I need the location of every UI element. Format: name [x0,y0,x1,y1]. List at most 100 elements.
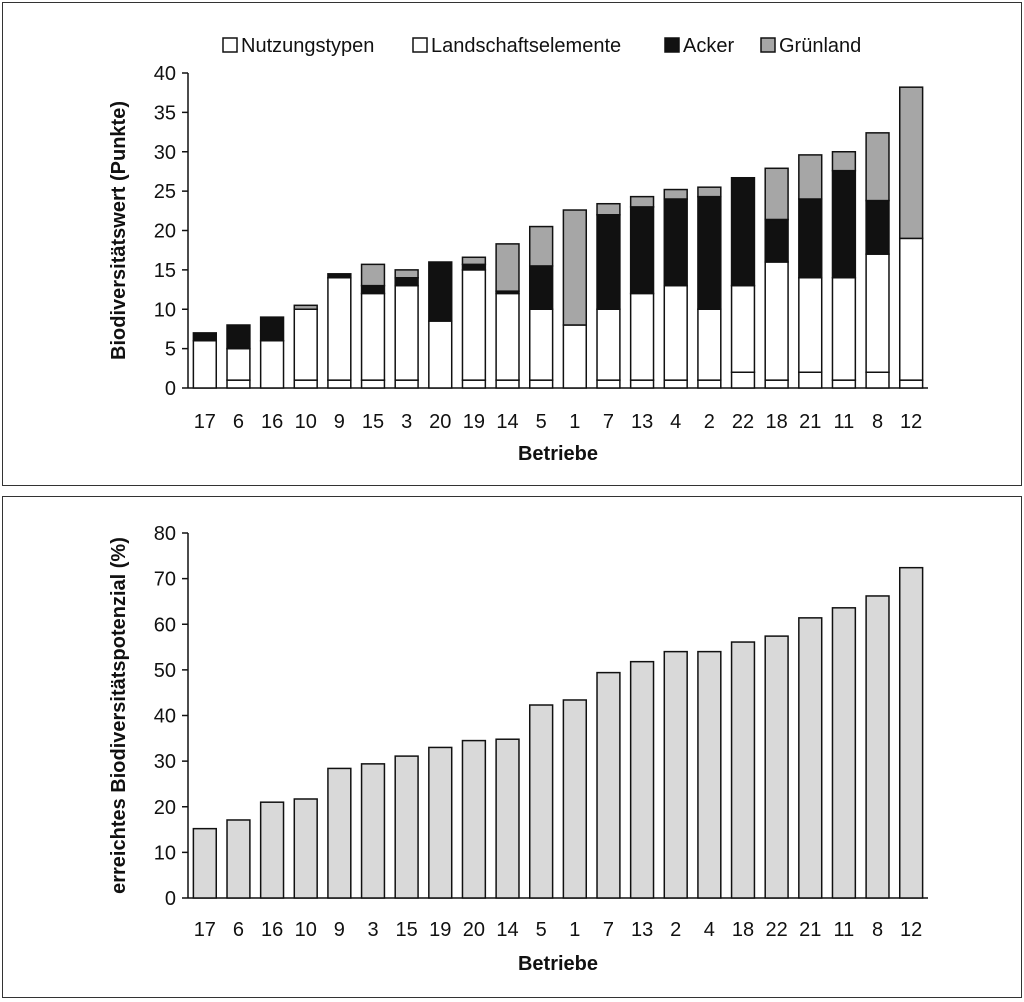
bar-segment-acker [663,198,688,287]
x-tick-label: 9 [334,919,345,941]
bar [293,798,318,899]
bar [226,819,251,899]
x-tick-label: 16 [261,919,283,941]
percentage-bar-chart: 0 10 20 30 40 50 60 70 80 Betriebe erreichtes Biod… [108,523,928,975]
bar-segment-grünland [293,304,318,310]
x-tick-label: 7 [603,411,614,433]
bar-segment-nutzungstypen [394,379,419,389]
bar [898,566,924,899]
x-tick-label: 12 [900,411,922,433]
bar [697,650,722,899]
x-tick-label: 17 [194,411,216,433]
bar [596,671,621,899]
bar [394,755,419,899]
bar-segment-landschaftselemente [764,261,789,381]
x-tick-label: 7 [603,919,614,941]
bar-segment-nutzungstypen [697,379,722,389]
bar-segment-landschaftselemente [495,292,520,381]
bar-segment-landschaftselemente [697,308,722,381]
x-tick-label: 19 [429,919,451,941]
bar-segment-landschaftselemente [730,284,756,373]
y-tick-label: 35 [154,102,176,124]
bar-segment-nutzungstypen [898,379,924,389]
x-tick-label: 14 [496,411,518,433]
bar [528,704,554,899]
bar-segment-landschaftselemente [259,340,285,389]
bar-segment-nutzungstypen [461,379,487,389]
bar-segment-grünland [461,256,487,266]
x-tick-label: 11 [834,411,855,433]
y-tick-label: 0 [165,378,176,400]
bar-segment-landschaftselemente [428,320,453,389]
bar-segment-acker [730,176,756,287]
legend-swatch-grünland [760,37,776,53]
x-tick-label: 22 [766,919,788,941]
legend-swatch-nutzungstypen [222,37,238,53]
bar [461,739,487,899]
x-tick-label: 13 [631,919,653,941]
x-tick-label: 20 [429,411,451,433]
x-tick-label: 8 [872,411,883,433]
bar-segment-landschaftselemente [327,277,352,381]
percentage-bar-chart-panel: 0 10 20 30 40 50 60 70 80 Betriebe erreichtes Biod… [2,496,1022,998]
bar-segment-nutzungstypen [327,379,352,389]
bar-segment-acker [831,169,857,279]
bar-segment-landschaftselemente [528,308,554,381]
x-tick-label: 1 [569,919,580,941]
bar-segment-grünland [865,132,890,202]
y-tick-label: 50 [154,660,176,682]
y-tick-label: 30 [154,142,176,164]
x-tick-label: 6 [233,919,244,941]
x-tick-label: 15 [362,411,384,433]
x-tick-label: 3 [401,411,412,433]
bar-segment-landschaftselemente [596,308,621,381]
y-tick-label: 80 [154,523,176,545]
x-tick-label: 21 [799,411,821,433]
x-tick-label: 6 [233,411,244,433]
x-tick-label: 19 [463,411,485,433]
bar-segment-landschaftselemente [898,237,924,381]
bar-segment-nutzungstypen [226,379,251,389]
legend-label-grünland: Grünland [779,35,861,57]
bar-segment-landschaftselemente [360,292,386,381]
y-tick-label: 20 [154,221,176,243]
bar-segment-acker [394,277,419,287]
x-tick-label: 17 [194,919,216,941]
y-axis-title: erreichtes Biodiversitätspotenzial (%) [108,537,130,894]
bar-segment-acker [697,195,722,310]
legend-label-acker: Acker [683,35,734,57]
bar-segment-grünland [764,167,789,221]
bar-segment-nutzungstypen [663,379,688,389]
bar-segment-landschaftselemente [865,253,890,373]
bar-segment-nutzungstypen [831,379,857,389]
bar-segment-nutzungstypen [293,379,318,389]
bar-segment-nutzungstypen [798,371,823,389]
bar-segment-acker [865,199,890,255]
bar [764,635,789,899]
bar [192,827,218,899]
bar-segment-nutzungstypen [596,379,621,389]
bar-segment-acker [226,324,251,350]
x-tick-label: 12 [900,919,922,941]
x-tick-label: 21 [799,919,821,941]
bar-segment-grünland [898,86,924,240]
bar-segment-grünland [697,186,722,198]
x-tick-label: 22 [732,411,754,433]
bar [831,607,857,899]
y-tick-label: 25 [154,181,176,203]
x-tick-label: 18 [766,411,788,433]
bar-segment-landschaftselemente [394,284,419,381]
bar [360,763,386,899]
x-tick-label: 11 [834,919,855,941]
x-tick-label: 10 [295,919,317,941]
bar-segment-acker [360,284,386,295]
bar-segment-grünland [360,263,386,287]
bar-segment-landschaftselemente [461,269,487,381]
y-tick-label: 40 [154,706,176,728]
bar [327,767,352,899]
bar-segment-acker [192,332,218,342]
bar-segment-landschaftselemente [192,340,218,389]
bar-segment-acker [327,273,352,279]
bar-segment-nutzungstypen [495,379,520,389]
legend-label-nutzungstypen: Nutzungstypen [241,35,374,57]
